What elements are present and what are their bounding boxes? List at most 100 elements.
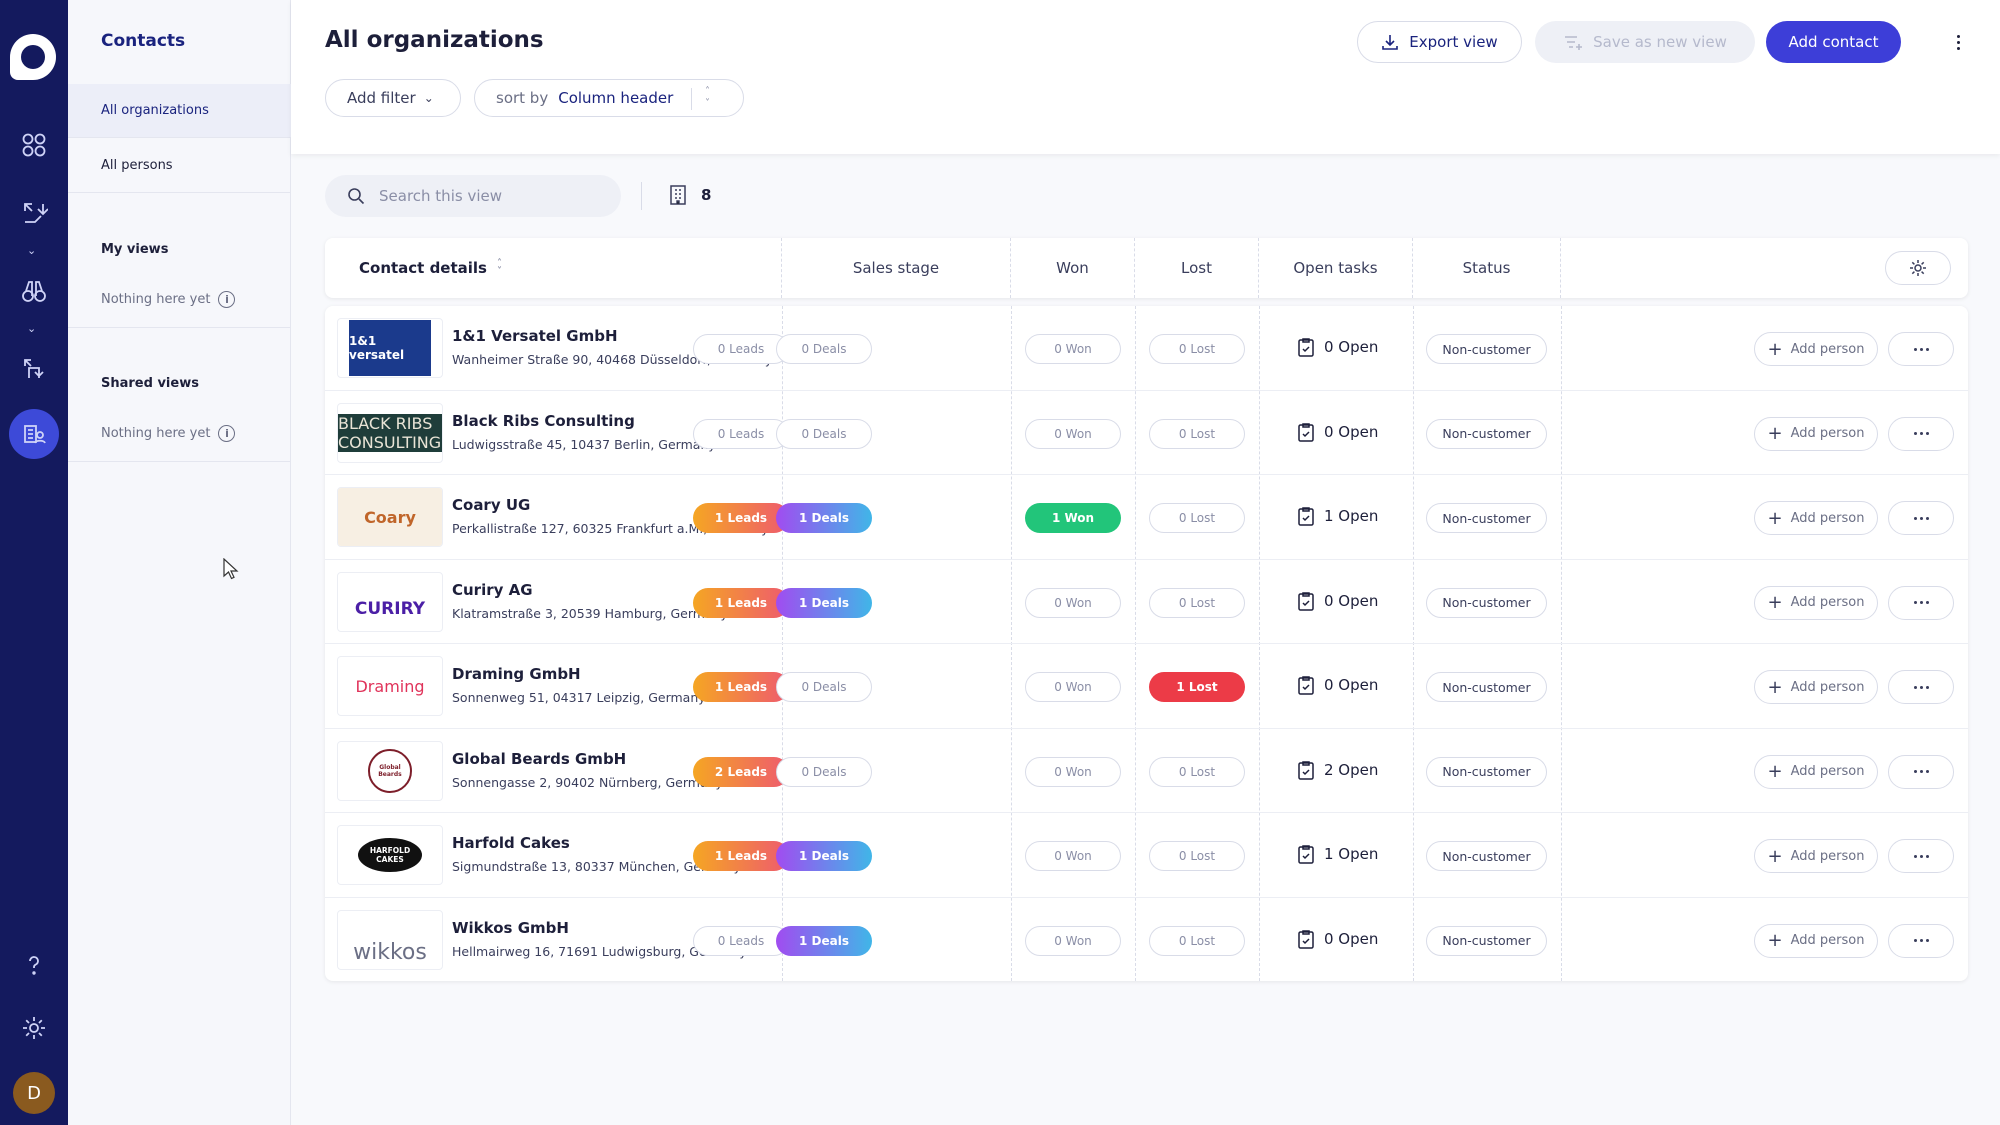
info-icon[interactable]: i [218, 425, 236, 442]
contacts-icon[interactable] [9, 409, 59, 459]
table-row[interactable]: BLACK RIBS CONSULTING Black Ribs Consult… [325, 391, 1968, 475]
deals-badge[interactable]: 0 Deals [776, 334, 872, 364]
won-badge[interactable]: 0 Won [1025, 672, 1121, 702]
organization-name[interactable]: Wikkos GmbH [452, 918, 569, 937]
deals-badge[interactable]: 1 Deals [776, 587, 872, 618]
row-more-options-icon[interactable] [1888, 923, 1954, 958]
info-icon[interactable]: i [218, 291, 236, 308]
row-more-options-icon[interactable] [1888, 585, 1954, 620]
add-contact-button[interactable]: Add contact [1766, 21, 1901, 63]
table-row[interactable]: 1&1 versatel 1&1 Versatel GmbH Wanheimer… [325, 306, 1968, 391]
table-row[interactable]: Draming Draming GmbH Sonnenweg 51, 04317… [325, 644, 1968, 729]
add-person-button[interactable]: + Add person [1754, 332, 1878, 366]
won-badge[interactable]: 0 Won [1025, 756, 1121, 787]
sort-direction-icon[interactable]: ˄ ˅ [705, 86, 710, 109]
export-view-button[interactable]: Export view [1357, 21, 1522, 63]
row-more-options-icon[interactable] [1888, 416, 1954, 451]
column-header-open-tasks[interactable]: Open tasks [1259, 238, 1413, 298]
organization-name[interactable]: Harfold Cakes [452, 834, 570, 852]
open-tasks[interactable]: 0 Open [1297, 422, 1378, 442]
help-icon[interactable] [9, 940, 59, 990]
lost-badge[interactable]: 0 Lost [1149, 587, 1245, 618]
organization-name[interactable]: Draming GmbH [452, 665, 581, 683]
organization-name[interactable]: 1&1 Versatel GmbH [452, 327, 618, 345]
column-header-status[interactable]: Status [1413, 238, 1561, 298]
table-row[interactable]: wikkos Wikkos GmbH Hellmairweg 16, 71691… [325, 898, 1968, 982]
search-field[interactable]: Search this view [325, 175, 621, 217]
organization-name[interactable]: Curiry AG [452, 580, 533, 599]
open-tasks[interactable]: 0 Open [1297, 337, 1378, 357]
column-header-won[interactable]: Won [1011, 238, 1135, 298]
leads-badge[interactable]: 1 Leads [693, 841, 789, 871]
organization-name[interactable]: Global Beards GmbH [452, 749, 627, 768]
deals-badge[interactable]: 0 Deals [776, 756, 872, 787]
add-person-button[interactable]: + Add person [1754, 839, 1878, 873]
won-badge[interactable]: 0 Won [1025, 841, 1121, 871]
app-logo[interactable] [10, 34, 56, 80]
save-as-new-view-button[interactable]: Save as new view [1535, 21, 1755, 63]
chevron-down-icon[interactable]: ⌄ [27, 322, 37, 335]
lost-badge[interactable]: 0 Lost [1149, 925, 1245, 956]
won-badge[interactable]: 0 Won [1025, 587, 1121, 618]
column-header-contact-details[interactable]: Contact details ˄ ˅ [325, 238, 782, 298]
sort-control[interactable]: sort by Column header ˄ ˅ [474, 79, 744, 117]
open-tasks[interactable]: 2 Open [1297, 760, 1378, 780]
row-more-options-icon[interactable] [1888, 754, 1954, 789]
table-row[interactable]: Global Beards Global Beards GmbH Sonneng… [325, 729, 1968, 813]
leads-badge[interactable]: 0 Leads [693, 334, 789, 364]
add-person-button[interactable]: + Add person [1754, 501, 1878, 535]
add-filter-button[interactable]: Add filter ⌄ [325, 79, 461, 117]
dashboard-icon[interactable] [9, 120, 59, 170]
open-tasks[interactable]: 0 Open [1297, 591, 1378, 611]
open-tasks[interactable]: 0 Open [1297, 929, 1378, 949]
table-row[interactable]: Coary Coary UG Perkallistraße 127, 60325… [325, 475, 1968, 560]
leads-badge[interactable]: 1 Leads [693, 672, 789, 702]
lost-badge[interactable]: 0 Lost [1149, 334, 1245, 364]
leads-badge[interactable]: 0 Leads [693, 418, 789, 449]
more-options-icon[interactable] [1946, 30, 1970, 54]
row-more-options-icon[interactable] [1888, 332, 1954, 366]
won-badge[interactable]: 0 Won [1025, 925, 1121, 956]
row-more-options-icon[interactable] [1888, 670, 1954, 704]
lost-badge[interactable]: 0 Lost [1149, 503, 1245, 533]
sidebar-item-all-persons[interactable]: All persons [68, 139, 291, 193]
open-tasks[interactable]: 1 Open [1297, 506, 1378, 526]
add-person-button[interactable]: + Add person [1754, 585, 1878, 620]
open-tasks[interactable]: 0 Open [1297, 675, 1378, 695]
open-tasks[interactable]: 1 Open [1297, 844, 1378, 864]
add-person-button[interactable]: + Add person [1754, 754, 1878, 789]
leads-badge[interactable]: 1 Leads [693, 503, 789, 533]
pipeline-icon[interactable] [9, 188, 59, 238]
deals-badge[interactable]: 1 Deals [776, 503, 872, 533]
add-person-button[interactable]: + Add person [1754, 670, 1878, 704]
sidebar-item-all-organizations[interactable]: All organizations [68, 84, 291, 138]
add-person-button[interactable]: + Add person [1754, 416, 1878, 451]
lost-badge[interactable]: 0 Lost [1149, 756, 1245, 787]
deals-badge[interactable]: 0 Deals [776, 418, 872, 449]
deals-badge[interactable]: 1 Deals [776, 925, 872, 956]
won-badge[interactable]: 1 Won [1025, 503, 1121, 533]
leads-badge[interactable]: 0 Leads [693, 925, 789, 956]
lost-badge[interactable]: 0 Lost [1149, 418, 1245, 449]
row-more-options-icon[interactable] [1888, 501, 1954, 535]
table-row[interactable]: HARFOLD CAKES Harfold Cakes Sigmundstraß… [325, 813, 1968, 898]
column-header-lost[interactable]: Lost [1135, 238, 1259, 298]
organization-name[interactable]: Coary UG [452, 496, 531, 514]
leads-badge[interactable]: 1 Leads [693, 587, 789, 618]
table-settings-button[interactable] [1885, 251, 1951, 285]
avatar[interactable]: D [13, 1072, 55, 1114]
organization-name[interactable]: Black Ribs Consulting [452, 411, 635, 430]
settings-icon[interactable] [9, 1003, 59, 1053]
deals-badge[interactable]: 1 Deals [776, 841, 872, 871]
table-row[interactable]: CURIRY Curiry AG Klatramstraße 3, 20539 … [325, 560, 1968, 644]
add-person-button[interactable]: + Add person [1754, 923, 1878, 958]
lost-badge[interactable]: 0 Lost [1149, 841, 1245, 871]
workflow-icon[interactable] [9, 344, 59, 394]
leads-badge[interactable]: 2 Leads [693, 756, 789, 787]
won-badge[interactable]: 0 Won [1025, 418, 1121, 449]
won-badge[interactable]: 0 Won [1025, 334, 1121, 364]
lost-badge[interactable]: 1 Lost [1149, 672, 1245, 702]
column-header-sales-stage[interactable]: Sales stage [782, 238, 1011, 298]
deals-badge[interactable]: 0 Deals [776, 672, 872, 702]
chevron-down-icon[interactable]: ⌄ [27, 244, 37, 257]
